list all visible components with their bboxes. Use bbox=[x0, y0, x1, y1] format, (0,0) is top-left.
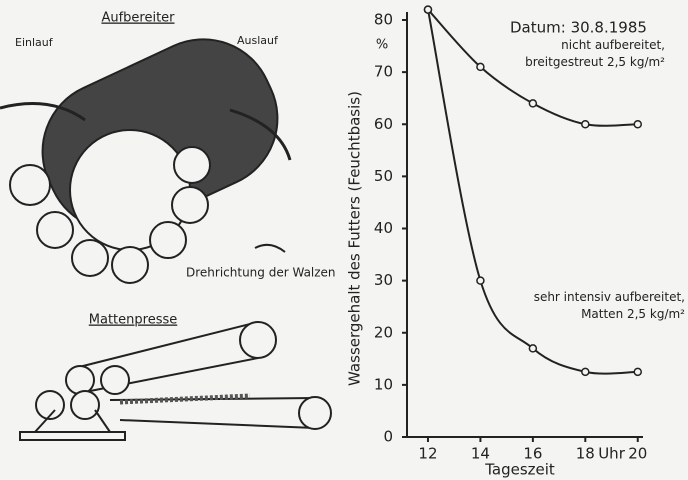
y-tick-label: 10 bbox=[374, 375, 393, 393]
x-tick-label: 20 bbox=[628, 445, 647, 463]
data-point bbox=[476, 276, 485, 285]
conditioner-drawing bbox=[0, 38, 292, 284]
x-axis-label: Tageszeit bbox=[484, 461, 555, 479]
y-tick-label: 80 bbox=[374, 11, 393, 29]
data-point bbox=[581, 367, 590, 377]
series-label: sehr intensiv aufbereitet, Matten 2,5 kg… bbox=[533, 290, 685, 321]
series-label: nicht aufbereitet, breitgestreut 2,5 kg/… bbox=[525, 38, 665, 69]
y-unit: % bbox=[376, 38, 388, 53]
press-drawing bbox=[19, 321, 332, 441]
x-tick-label: 18 bbox=[576, 445, 595, 463]
y-axis-label: Wassergehalt des Futters (Feuchtbasis) bbox=[346, 91, 364, 386]
y-tick-label: 30 bbox=[374, 271, 393, 289]
outlet-label: Auslauf bbox=[237, 34, 279, 47]
x-unit: Uhr bbox=[598, 445, 625, 463]
data-point bbox=[633, 367, 643, 377]
y-tick-label: 40 bbox=[374, 219, 393, 237]
inlet-label: Einlauf bbox=[15, 36, 54, 49]
y-tick-label: 60 bbox=[374, 115, 393, 133]
data-point bbox=[528, 344, 538, 353]
data-point bbox=[423, 5, 433, 14]
rotation-label: Drehrichtung der Walzen bbox=[186, 266, 336, 280]
y-tick-label: 50 bbox=[374, 167, 393, 185]
x-tick-label: 14 bbox=[471, 445, 490, 463]
x-tick-label: 12 bbox=[418, 445, 437, 463]
data-point bbox=[581, 120, 590, 129]
annotation: Datum: 30.8.1985 bbox=[510, 19, 647, 37]
y-tick-label: 20 bbox=[374, 323, 393, 341]
data-point bbox=[528, 99, 538, 108]
y-tick-label: 70 bbox=[374, 63, 393, 81]
diagram-title: Aufbereiter bbox=[101, 11, 175, 26]
data-point bbox=[633, 120, 643, 129]
data-point bbox=[476, 62, 485, 72]
diagram-title: Mattenpresse bbox=[89, 313, 177, 328]
x-tick-label: 16 bbox=[523, 445, 542, 463]
y-tick-label: 0 bbox=[383, 428, 393, 446]
